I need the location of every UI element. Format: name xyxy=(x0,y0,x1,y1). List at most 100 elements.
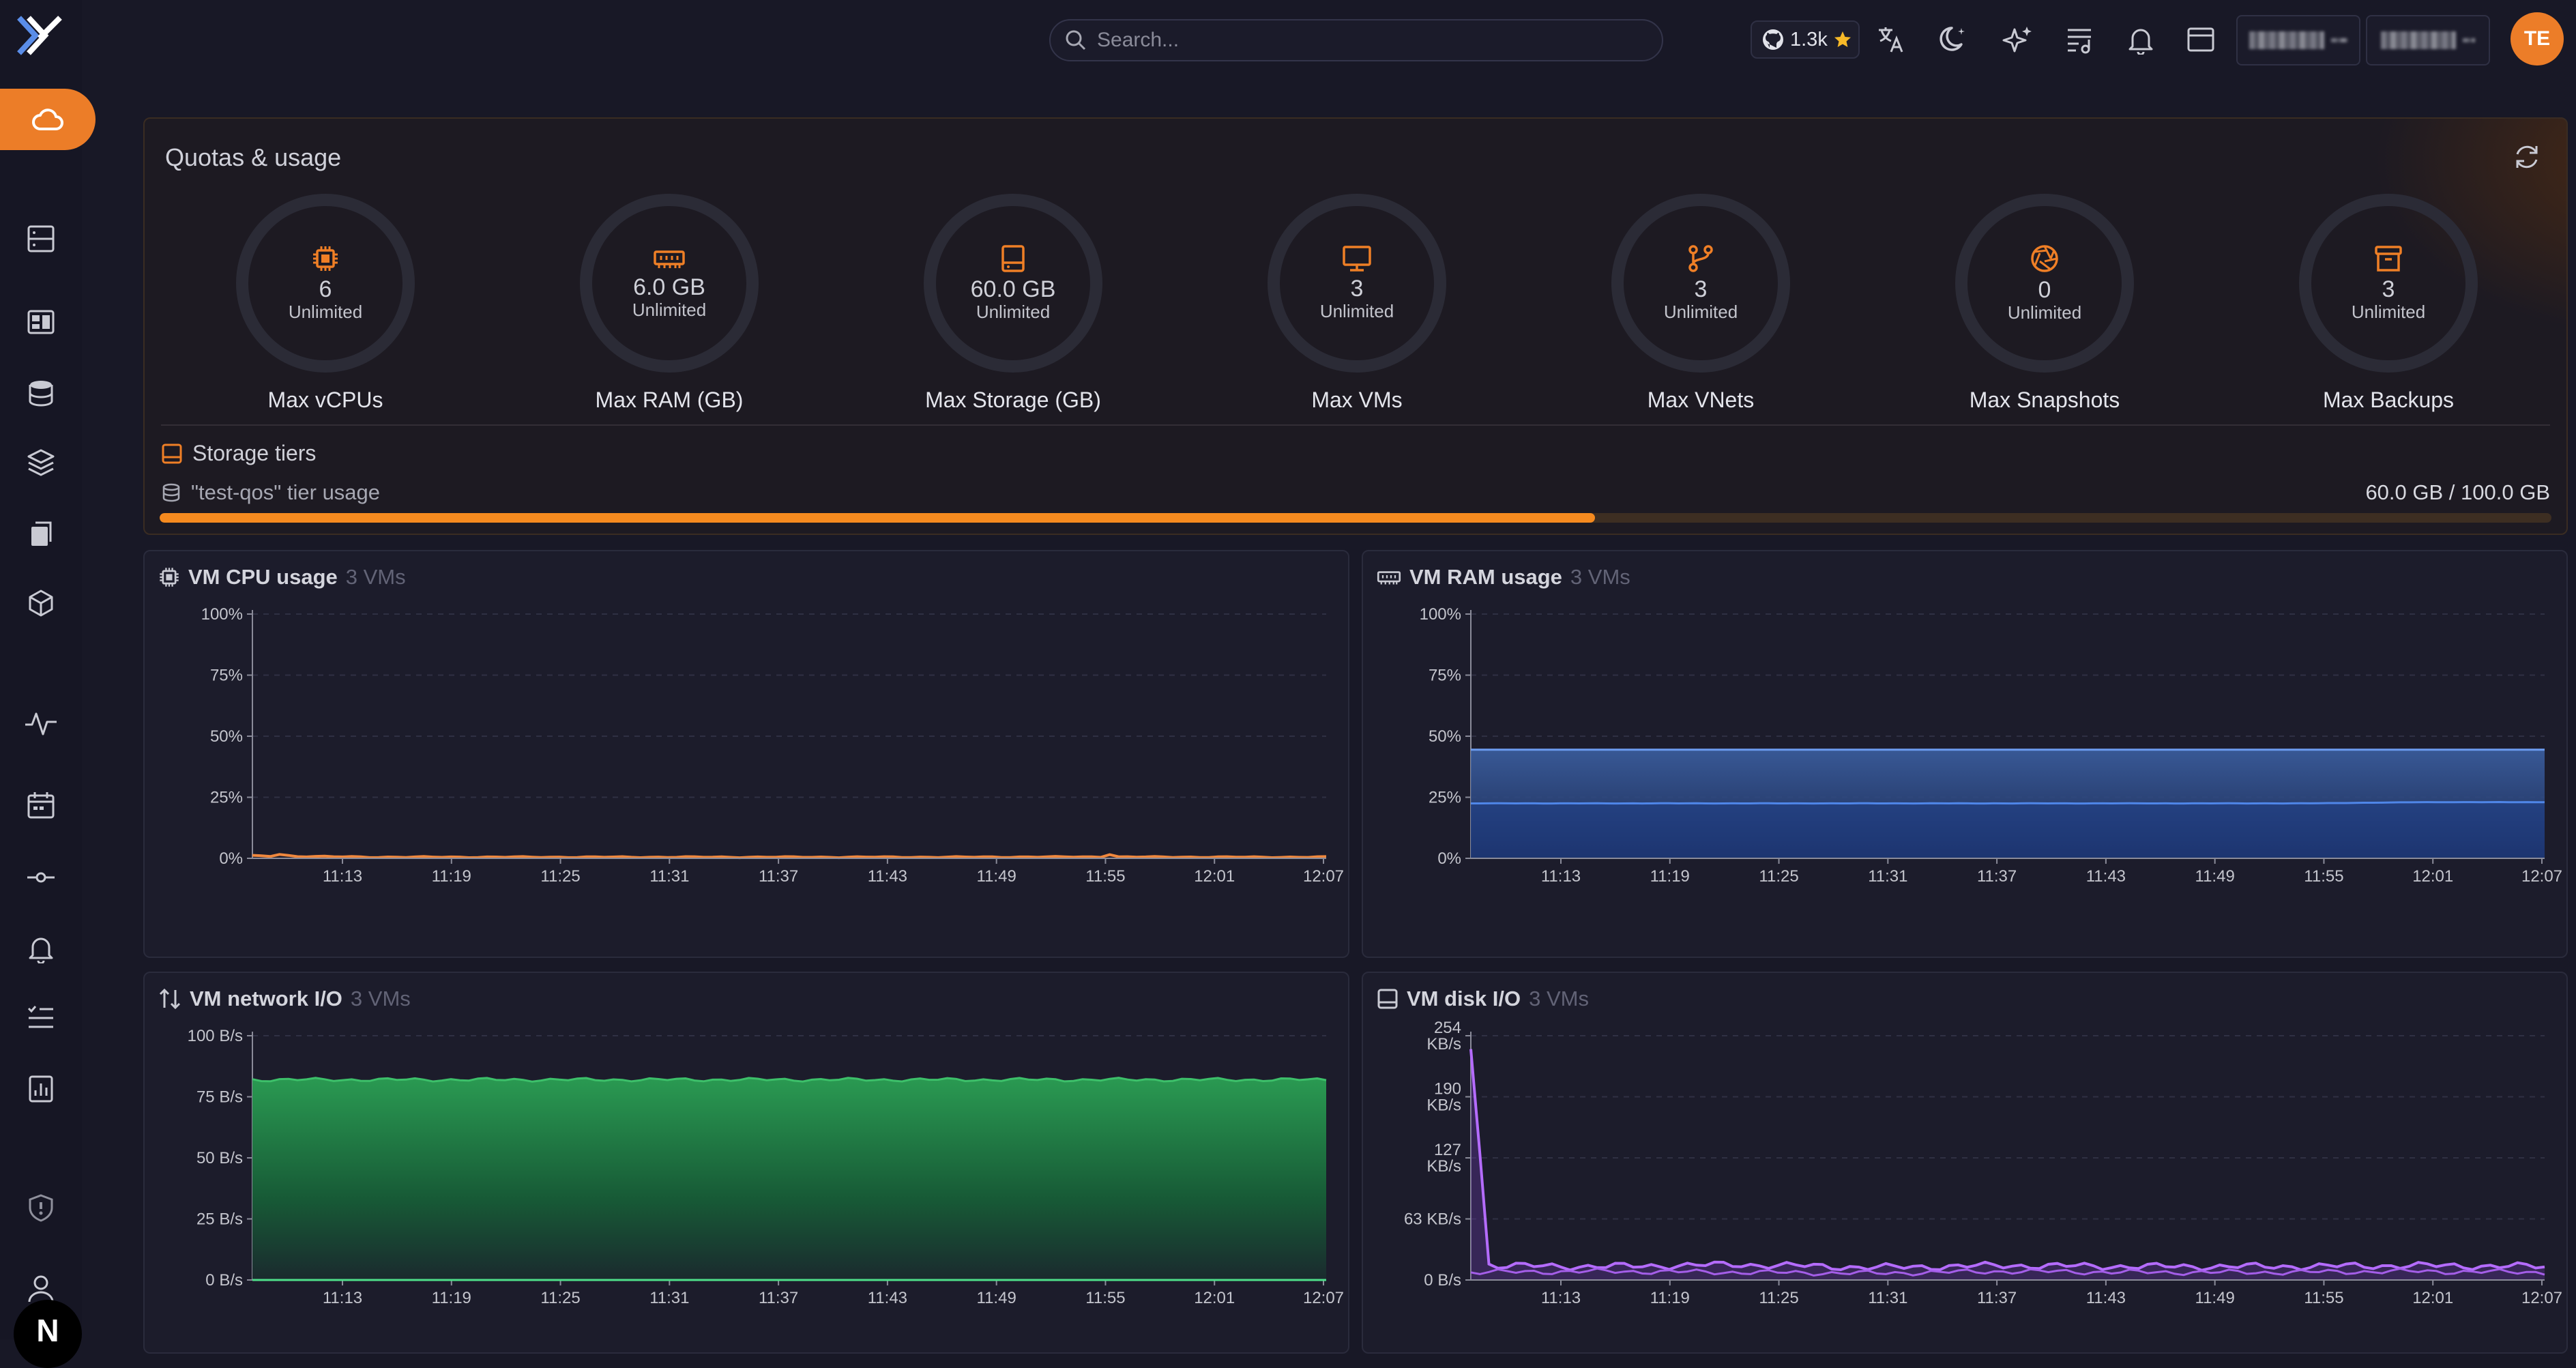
bell-icon xyxy=(29,937,53,963)
x-tick-label: 11:49 xyxy=(977,867,1016,886)
network-io-chart[interactable]: 0 B/s 25 B/s 50 B/s 75 B/s 100 B/s 11:13 11:19… xyxy=(145,973,1351,1355)
redacted-text xyxy=(2331,38,2347,42)
sidebar-item-activity[interactable] xyxy=(20,703,61,744)
sidebar-item-reports[interactable] xyxy=(20,1068,61,1109)
sidebar-item-database[interactable] xyxy=(20,373,61,413)
translate-button[interactable] xyxy=(1871,19,1912,60)
sidebar-item-security[interactable] xyxy=(20,1187,61,1228)
notifications-button[interactable] xyxy=(2120,19,2161,60)
archive-icon xyxy=(2375,246,2402,272)
sidebar-item-commits[interactable] xyxy=(20,857,61,898)
x-tick-label: 11:19 xyxy=(432,867,471,886)
y-tick-label: 75 B/s xyxy=(196,1088,243,1107)
gauge-value: 0 xyxy=(2038,277,2051,303)
sidebar-item-calendar[interactable] xyxy=(20,785,61,826)
ram-series-area-2 xyxy=(1471,802,2545,858)
sidebar-item-servers[interactable] xyxy=(20,218,61,259)
app-logo[interactable] xyxy=(16,15,63,56)
layers-icon xyxy=(27,449,55,476)
refresh-button[interactable] xyxy=(2512,142,2542,172)
github-stars-button[interactable]: 1.3k xyxy=(1751,20,1860,59)
y-tick-label: 25% xyxy=(210,789,243,807)
y-tick-label: 25% xyxy=(1429,789,1461,807)
gauge-limit: Unlimited xyxy=(632,300,707,320)
y-tick-label: 127 KB/s xyxy=(1426,1141,1461,1176)
card-header: VM CPU usage 3 VMs xyxy=(158,565,406,590)
hard-drive-icon xyxy=(162,443,182,463)
card-title: VM disk I/O xyxy=(1407,987,1521,1010)
gauge-backups: 3 Unlimited Max Backups xyxy=(2296,194,2480,413)
disk-write-line xyxy=(1470,1267,2545,1277)
ai-assistant-button[interactable] xyxy=(1997,19,2038,60)
card-header: VM network I/O 3 VMs xyxy=(158,987,411,1011)
sidebar-item-copy[interactable] xyxy=(20,513,61,554)
sidebar-item-layers[interactable] xyxy=(20,442,61,483)
theme-toggle-button[interactable] xyxy=(1933,19,1974,60)
gauge-value: 60.0 GB xyxy=(970,276,1056,302)
project-selector[interactable] xyxy=(2366,15,2490,66)
x-tick-label: 11:19 xyxy=(1650,867,1690,886)
x-tick-label: 11:25 xyxy=(1759,867,1798,886)
gauge-label: Max vCPUs xyxy=(267,388,383,412)
layout-button[interactable] xyxy=(2180,19,2221,60)
y-tick-label: 190 KB/s xyxy=(1426,1080,1461,1115)
ram-usage-card: 0% 25% 50% 75% 100% 11:13 11:19 11:25 11:31 11:37… xyxy=(1362,550,2568,958)
dev-badge[interactable]: N xyxy=(14,1300,82,1368)
monitor-icon xyxy=(1343,246,1371,272)
card-title: VM CPU usage xyxy=(188,565,338,589)
user-avatar[interactable]: TE xyxy=(2511,12,2564,66)
gauge-limit: Unlimited xyxy=(2351,302,2426,322)
database-icon xyxy=(162,483,180,502)
github-icon xyxy=(1763,29,1783,50)
gauge-label: Max RAM (GB) xyxy=(595,388,744,412)
sidebar-item-cube[interactable] xyxy=(20,583,61,624)
x-tick-label: 11:31 xyxy=(1868,867,1907,886)
vm-count: 3 VMs xyxy=(1529,987,1589,1010)
storage-tiers-header: Storage tiers xyxy=(161,441,316,466)
sidebar-item-tasks[interactable] xyxy=(20,998,61,1038)
sidebar-item-cloud[interactable] xyxy=(0,89,96,150)
gauge-ring: 60.0 GB Unlimited xyxy=(924,194,1102,373)
dashboard-icon xyxy=(27,310,55,334)
sidebar-item-profile[interactable] xyxy=(20,1268,61,1309)
divider xyxy=(161,424,2550,426)
star-icon xyxy=(1834,31,1851,47)
tenant-selector[interactable] xyxy=(2236,15,2360,66)
y-tick-label: 0 B/s xyxy=(205,1271,243,1290)
sparkles-icon xyxy=(2002,27,2032,53)
search-input[interactable] xyxy=(1097,29,1629,52)
sidebar-item-notifications[interactable] xyxy=(20,928,61,969)
vm-count: 3 VMs xyxy=(345,565,406,589)
sidebar-item-dashboard[interactable] xyxy=(20,302,61,343)
y-tick-label: 50% xyxy=(210,727,243,746)
y-tick-label: 0 B/s xyxy=(1424,1271,1461,1290)
y-tick-label: 50 B/s xyxy=(196,1149,243,1167)
cpu-usage-chart[interactable]: 0% 25% 50% 75% 100% 11:13 11:19 11:25 11:31 11:37… xyxy=(145,551,1351,959)
search-bar[interactable] xyxy=(1049,19,1663,61)
x-tick-label: 12:07 xyxy=(2521,867,2562,886)
x-tick-label: 12:07 xyxy=(1303,867,1344,886)
x-tick-label: 11:43 xyxy=(2086,867,2126,886)
cube-icon xyxy=(29,590,53,617)
cpu-usage-card: 0% 25% 50% 75% 100% 11:13 11:19 11:25 11:31 11:37… xyxy=(143,550,1349,958)
x-tick-label: 12:01 xyxy=(1194,867,1235,886)
y-tick-label: 0% xyxy=(219,849,243,868)
memory-icon xyxy=(654,250,685,268)
card-title: VM network I/O xyxy=(190,987,342,1010)
redacted-text xyxy=(2381,31,2456,49)
queue-button[interactable] xyxy=(2060,19,2101,60)
cloud-icon xyxy=(32,108,63,130)
card-title: VM RAM usage xyxy=(1409,565,1562,589)
gauge-storage: 60.0 GB Unlimited Max Storage (GB) xyxy=(921,194,1105,413)
user-icon xyxy=(28,1275,54,1302)
disk-io-chart[interactable]: 0 B/s 63 KB/s 127 KB/s 190 KB/s 254 KB/s 11:13 11… xyxy=(1363,973,2569,1355)
quotas-panel: Quotas & usage 6 Unlimited Max vCPUs 6.0… xyxy=(143,117,2568,535)
gauge-limit: Unlimited xyxy=(288,302,363,322)
gauge-limit: Unlimited xyxy=(2007,302,2082,323)
ram-usage-chart[interactable]: 0% 25% 50% 75% 100% 11:13 11:19 11:25 11:31 11:37… xyxy=(1363,551,2569,959)
quotas-title: Quotas & usage xyxy=(165,143,342,171)
list-music-icon xyxy=(2068,29,2091,54)
bell-icon xyxy=(2128,29,2153,55)
server-icon xyxy=(27,225,55,252)
gauge-ring: 3 Unlimited xyxy=(1611,194,1790,373)
